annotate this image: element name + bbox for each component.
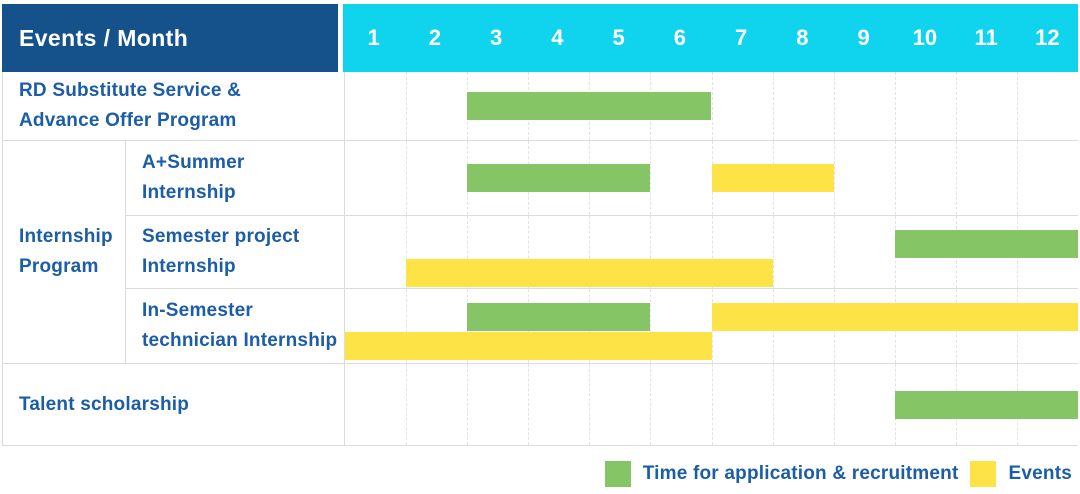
green-bar-a-plus-summer-internship bbox=[467, 164, 651, 192]
row-sublabel-in-semester-technician-internship-line: In-Semester bbox=[142, 300, 253, 321]
green-bar-talent-scholarship bbox=[894, 390, 1078, 419]
month-gridline bbox=[650, 364, 652, 445]
month-gridline bbox=[772, 72, 774, 140]
month-gridline bbox=[650, 141, 652, 215]
month-gridline bbox=[467, 216, 469, 288]
yellow-bar-in-semester-technician-internship bbox=[711, 303, 1078, 331]
row-sublabel-a-plus-summer-internship-line: Internship bbox=[142, 182, 236, 203]
month-gridline bbox=[833, 141, 835, 215]
month-gridline bbox=[589, 216, 591, 288]
month-header-strip: 1 2 3 4 5 6 7 8 9 10 11 12 bbox=[343, 4, 1078, 72]
chart-cell-rd-substitute-service bbox=[344, 72, 1078, 141]
row-sublabel-in-semester-technician-internship: In-Semester technician Internship bbox=[126, 289, 344, 364]
month-header-3: 3 bbox=[490, 25, 503, 50]
group-label-internship-program: Internship Program bbox=[3, 141, 126, 364]
month-gridline bbox=[894, 141, 896, 215]
chart-cell-talent-scholarship bbox=[344, 364, 1078, 446]
yellow-bar-semester-project-internship bbox=[406, 259, 773, 287]
row-label-rd-substitute-service-line: RD Substitute Service & bbox=[19, 80, 242, 101]
row-label-talent-scholarship: Talent scholarship bbox=[3, 364, 344, 446]
row-label-rd-substitute-service: RD Substitute Service & Advance Offer Pro… bbox=[3, 72, 344, 141]
schedule-header: Events / Month 1 2 3 4 5 6 7 8 9 10 11 12 bbox=[2, 4, 1078, 72]
month-header-11: 11 bbox=[974, 25, 998, 50]
month-gridline bbox=[833, 364, 835, 445]
header-events-month-cell: Events / Month bbox=[2, 4, 338, 72]
month-gridline bbox=[1016, 141, 1018, 215]
month-gridline bbox=[406, 289, 408, 363]
green-bar-in-semester-technician-internship bbox=[467, 303, 651, 331]
month-header-5: 5 bbox=[612, 25, 625, 50]
row-sublabel-semester-project-internship: Semester project Internship bbox=[126, 216, 344, 289]
header-events-month-label: Events / Month bbox=[19, 24, 189, 51]
month-gridline bbox=[528, 364, 530, 445]
month-gridline bbox=[650, 216, 652, 288]
month-header-6: 6 bbox=[673, 25, 686, 50]
month-header-12: 12 bbox=[1035, 25, 1060, 50]
row-label-talent-scholarship-line: Talent scholarship bbox=[19, 393, 190, 415]
green-bar-rd-substitute-service bbox=[467, 92, 712, 120]
row-sublabel-a-plus-summer-internship: A+Summer Internship bbox=[126, 141, 344, 216]
month-gridline bbox=[467, 364, 469, 445]
yellow-bar-a-plus-summer-internship bbox=[711, 164, 834, 192]
month-header-4: 4 bbox=[551, 25, 564, 50]
row-sublabel-semester-project-internship-line: Semester project bbox=[142, 226, 300, 247]
month-header-8: 8 bbox=[796, 25, 809, 50]
schedule-body: RD Substitute Service & Advance Offer Pro… bbox=[2, 72, 1078, 446]
month-gridline bbox=[711, 72, 713, 140]
legend-swatch-yellow bbox=[970, 461, 997, 487]
month-gridline bbox=[406, 72, 408, 140]
legend-label-application-recruitment: Time for application & recruitment bbox=[642, 463, 959, 484]
month-header-1: 1 bbox=[367, 25, 380, 50]
month-gridline bbox=[528, 216, 530, 288]
month-header-9: 9 bbox=[857, 25, 870, 50]
group-label-internship-program-line: Internship bbox=[19, 226, 113, 247]
month-gridline bbox=[650, 289, 652, 363]
month-gridline bbox=[772, 364, 774, 445]
chart-cell-a-plus-summer-internship bbox=[344, 141, 1078, 216]
month-gridline bbox=[711, 364, 713, 445]
group-label-internship-program-line: Program bbox=[19, 256, 99, 277]
month-gridline bbox=[406, 141, 408, 215]
legend-swatch-green bbox=[604, 461, 631, 487]
month-header-2: 2 bbox=[428, 25, 441, 50]
schedule-table: Events / Month 1 2 3 4 5 6 7 8 9 10 11 12 RD Substi… bbox=[2, 4, 1078, 446]
month-gridline bbox=[833, 216, 835, 288]
month-gridline bbox=[833, 72, 835, 140]
chart-cell-in-semester-technician-internship bbox=[344, 289, 1078, 364]
row-label-rd-substitute-service-line: Advance Offer Program bbox=[19, 110, 237, 131]
month-gridline bbox=[955, 141, 957, 215]
chart-cell-semester-project-internship bbox=[344, 216, 1078, 289]
month-gridline bbox=[955, 72, 957, 140]
row-sublabel-semester-project-internship-line: Internship bbox=[142, 256, 236, 277]
month-gridline bbox=[589, 364, 591, 445]
month-header-7: 7 bbox=[735, 25, 748, 50]
month-gridline bbox=[1016, 72, 1018, 140]
legend: Time for application & recruitment Event… bbox=[604, 461, 1072, 487]
month-gridline bbox=[406, 364, 408, 445]
month-gridline bbox=[894, 72, 896, 140]
month-gridline bbox=[772, 216, 774, 288]
month-gridline bbox=[406, 216, 408, 288]
yellow-bar-in-semester-technician-internship bbox=[345, 332, 712, 360]
green-bar-semester-project-internship bbox=[894, 230, 1078, 258]
row-sublabel-in-semester-technician-internship-line: technician Internship bbox=[142, 330, 338, 351]
month-header-10: 10 bbox=[912, 25, 938, 50]
legend-label-events: Events bbox=[1008, 463, 1072, 484]
row-sublabel-a-plus-summer-internship-line: A+Summer bbox=[142, 152, 245, 173]
month-gridline bbox=[711, 216, 713, 288]
